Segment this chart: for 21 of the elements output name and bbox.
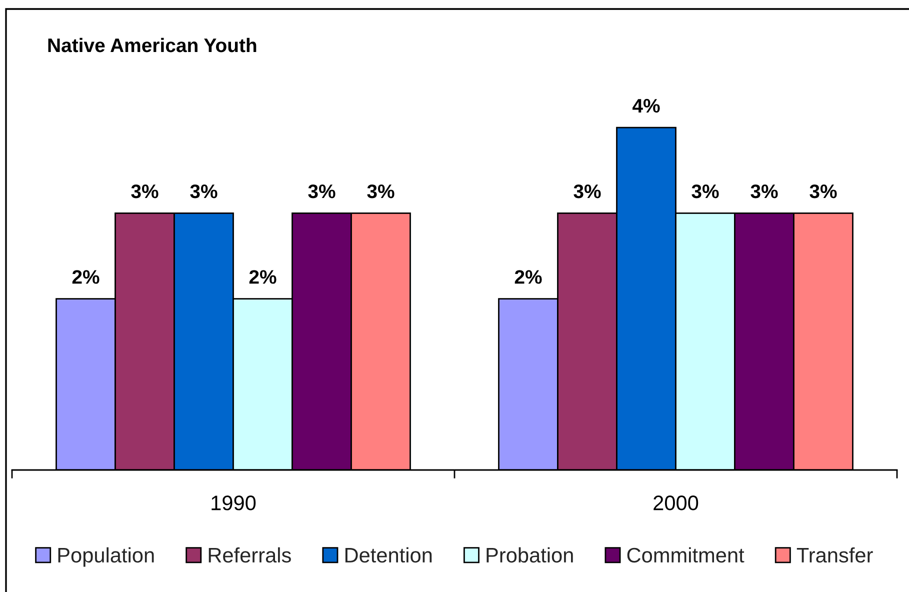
legend-label: Referrals	[208, 547, 291, 563]
chart-title: Native American Youth	[48, 38, 256, 52]
data-label: 3%	[692, 184, 719, 198]
data-label: 3%	[367, 184, 394, 198]
data-label: 3%	[131, 184, 158, 198]
data-label: 3%	[190, 184, 218, 198]
legend-label: Detention	[345, 547, 432, 563]
data-label: 2%	[72, 270, 100, 284]
legend-label: Population	[58, 547, 154, 567]
data-label: 3%	[810, 184, 837, 198]
legend-label: Transfer	[796, 547, 873, 563]
legend-label: Commitment	[627, 547, 744, 563]
legend-label: Probation	[486, 547, 573, 563]
data-label: 2%	[249, 270, 276, 284]
x-tick-label: 1990	[212, 496, 256, 510]
data-label: 4%	[632, 98, 660, 113]
data-label: 3%	[750, 184, 778, 198]
x-tick-label: 2000	[654, 496, 698, 510]
data-label: 2%	[514, 270, 542, 284]
data-label: 3%	[574, 184, 601, 198]
data-label: 3%	[308, 184, 336, 198]
